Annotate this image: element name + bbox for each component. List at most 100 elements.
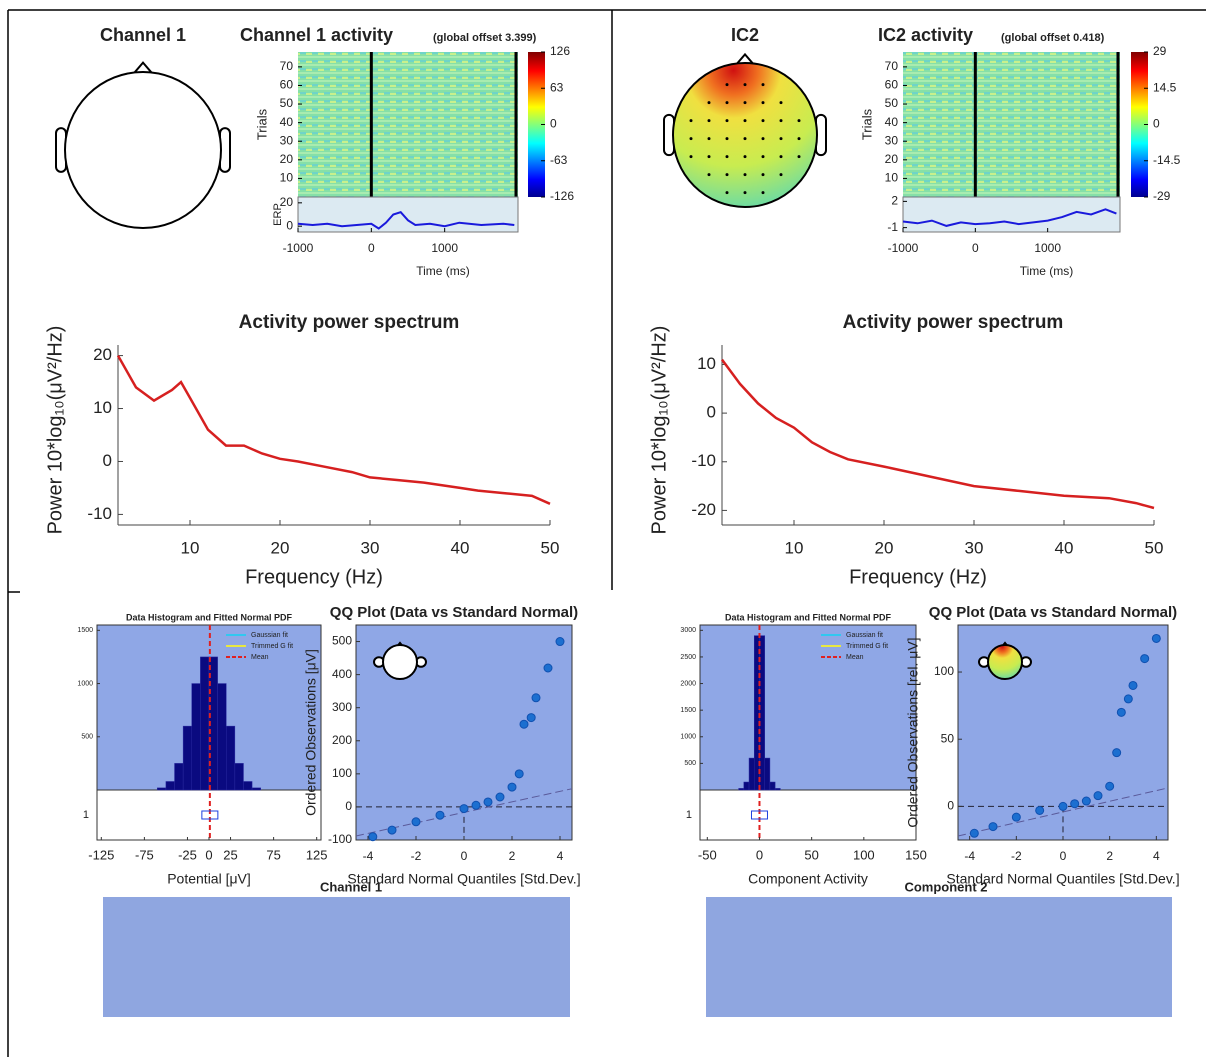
y-tick-label: 50	[280, 96, 294, 110]
qq-point	[495, 792, 505, 802]
qq-point	[459, 804, 469, 814]
erp-tick-label: 20	[280, 195, 294, 209]
x-tick-label: 10	[181, 538, 200, 557]
colorbar-tick-label: -29	[1153, 189, 1171, 203]
x-tick-label: 1000	[1034, 241, 1061, 255]
qq-point	[1116, 707, 1126, 717]
qq-point	[471, 800, 481, 810]
box-label: 1	[83, 809, 89, 821]
box-area	[96, 789, 322, 841]
histogram-bar	[738, 788, 745, 791]
electrode	[707, 119, 711, 123]
y-tick-label: -20	[691, 500, 716, 519]
box-plot	[750, 810, 768, 820]
y-tick-label: 0	[103, 451, 112, 470]
x-tick-label: 0	[1060, 849, 1067, 863]
y-tick-label: 100	[332, 766, 352, 780]
x-tick-label: 20	[271, 538, 290, 557]
y-tick-label: 200	[332, 733, 352, 747]
y-tick-label: 0	[707, 403, 716, 422]
y-tick-label: 10	[280, 171, 294, 185]
y-tick-label: 2500	[680, 654, 696, 661]
erp-trace	[297, 211, 515, 230]
x-tick-label: -1000	[283, 241, 314, 255]
histogram-bar	[748, 757, 755, 791]
x-tick-label: 50	[804, 847, 818, 862]
qq-point	[555, 637, 565, 647]
y-tick-label: 2000	[680, 680, 696, 687]
head-nose	[132, 61, 154, 75]
erp-image	[298, 52, 518, 197]
electrode	[725, 119, 729, 123]
head-outline	[64, 71, 222, 229]
chart-title: Activity power spectrum	[843, 312, 1064, 333]
x-tick-label: 0	[756, 847, 763, 862]
x-tick-label: 125	[306, 847, 328, 862]
erp-strip	[297, 196, 519, 233]
erp-image	[903, 52, 1120, 197]
x-axis-label: Time (ms)	[416, 264, 470, 278]
y-axis-label: Trials	[859, 108, 874, 140]
caption: Channel 1	[320, 879, 382, 894]
x-tick-label: 50	[541, 538, 560, 557]
erp-label: ERP	[272, 203, 284, 226]
qq-point	[411, 817, 421, 827]
y-tick-label: 40	[885, 115, 899, 129]
y-tick-label: 20	[280, 152, 294, 166]
electrode	[743, 191, 747, 195]
x-tick-label: 0	[368, 241, 375, 255]
x-tick-label: 50	[1145, 538, 1164, 557]
histogram-bar	[774, 788, 781, 791]
electrode	[779, 101, 783, 105]
electrode	[797, 155, 801, 159]
electrode	[725, 101, 729, 105]
y-tick-label: 40	[280, 115, 294, 129]
qq-point	[387, 825, 397, 835]
y-tick-label: 30	[280, 133, 294, 147]
qq-point	[526, 713, 536, 723]
histogram-bar	[225, 725, 236, 791]
x-tick-label: 75	[266, 847, 280, 862]
electrode	[779, 137, 783, 141]
electrode	[761, 173, 765, 177]
x-axis-label: Frequency (Hz)	[849, 566, 987, 588]
x-tick-label: 2	[1106, 849, 1113, 863]
histogram-bar	[157, 787, 167, 791]
electrode	[707, 173, 711, 177]
y-tick-label: 1500	[77, 627, 93, 634]
x-tick-label: 0	[972, 241, 979, 255]
legend-label: Gaussian fit	[846, 632, 883, 639]
head-outline	[382, 644, 418, 680]
colorbar-tick-label: -14.5	[1153, 153, 1181, 167]
histogram-bar	[743, 781, 750, 791]
head-title: IC2	[731, 25, 759, 45]
histogram-bar	[764, 757, 771, 791]
qq-point	[368, 832, 378, 842]
electrode	[689, 137, 693, 141]
electrode	[743, 101, 747, 105]
chart-subtitle: (global offset 3.399)	[433, 32, 537, 44]
x-tick-label: -4	[964, 849, 975, 863]
x-tick-label: -4	[363, 849, 374, 863]
spectrum-line	[720, 358, 1155, 510]
y-tick-label: 50	[885, 96, 899, 110]
x-tick-label: 20	[875, 538, 894, 557]
chart-title: Activity power spectrum	[239, 312, 460, 333]
x-axis-label: Time (ms)	[1020, 264, 1074, 278]
x-tick-label: -25	[178, 847, 197, 862]
plot-area	[699, 624, 917, 791]
legend-label: Gaussian fit	[251, 632, 288, 639]
y-tick-label: 70	[280, 59, 294, 73]
box-plot	[201, 810, 219, 820]
qq-point	[988, 822, 998, 832]
y-tick-label: -10	[87, 504, 112, 523]
x-tick-label: 25	[223, 847, 237, 862]
qq-point	[1112, 748, 1122, 758]
y-tick-label: 500	[332, 634, 352, 648]
y-tick-label: 10	[885, 171, 899, 185]
head-nose	[735, 52, 755, 66]
histogram-bar	[165, 781, 175, 791]
qq-point	[435, 810, 445, 820]
chart-title: IC2 activity	[878, 25, 973, 45]
